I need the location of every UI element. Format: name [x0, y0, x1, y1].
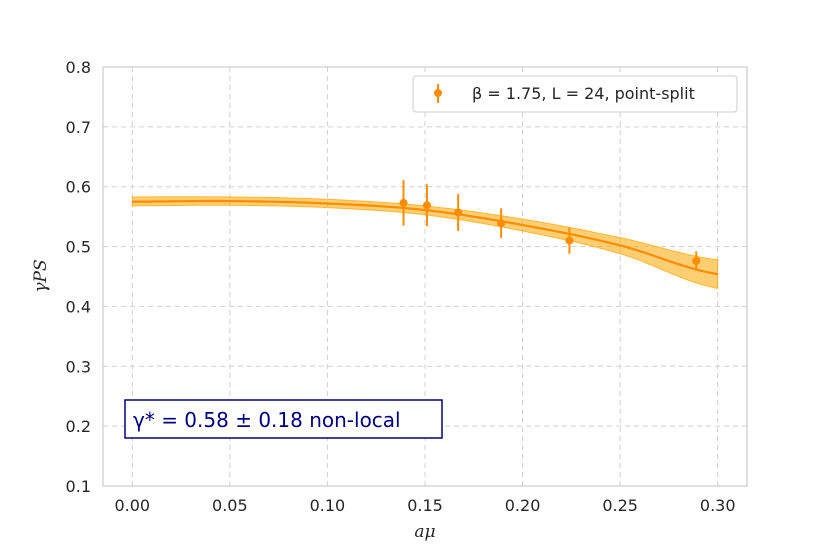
point-marker: [399, 198, 408, 207]
x-tick-label: 0.05: [212, 496, 248, 515]
y-tick-label: 0.8: [66, 58, 91, 77]
y-tick-label: 0.7: [66, 118, 91, 137]
point-marker: [422, 201, 431, 210]
annotation: γ* = 0.58 ± 0.18 non-local: [124, 399, 443, 439]
point-marker: [565, 236, 574, 245]
legend-entry: β = 1.75, L = 24, point-split: [472, 84, 695, 103]
fit-line: [132, 199, 718, 276]
x-tick-label: 0.30: [700, 496, 736, 515]
y-tick-label: 0.3: [66, 357, 91, 376]
fit-band: [131, 196, 719, 290]
x-tick-label: 0.20: [505, 496, 541, 515]
x-tick-label: 0.25: [602, 496, 638, 515]
data-point: [399, 180, 408, 226]
point-marker: [692, 256, 701, 265]
y-tick-label: 0.6: [66, 178, 91, 197]
data-points: [399, 180, 701, 271]
data-point: [454, 193, 463, 232]
data-point: [692, 251, 701, 271]
plot-frame: [102, 66, 748, 487]
annotation-box: [124, 399, 443, 439]
x-tick-label: 0.10: [310, 496, 346, 515]
data-point: [497, 208, 506, 239]
legend-marker: [434, 89, 442, 97]
point-marker: [454, 208, 463, 217]
legend-box: [412, 75, 738, 113]
data-point: [565, 227, 574, 254]
annotation-text: γ* = 0.58 ± 0.18 non-local: [133, 408, 401, 432]
y-ticks: 0.1 0.2 0.3 0.4 0.5 0.6 0.7 0.8: [66, 58, 91, 496]
y-tick-label: 0.5: [66, 238, 91, 257]
point-marker: [497, 219, 506, 228]
y-tick-label: 0.1: [66, 477, 91, 496]
x-tick-label: 0.00: [114, 496, 150, 515]
legend: β = 1.75, L = 24, point-split: [412, 75, 738, 113]
data-point: [422, 184, 431, 227]
y-tick-label: 0.2: [66, 417, 91, 436]
y-tick-label: 0.4: [66, 297, 91, 316]
x-axis-label: aμ: [414, 522, 435, 542]
x-ticks: 0.00 0.05 0.10 0.15 0.20 0.25 0.30: [114, 496, 735, 515]
y-axis-label: γPS: [31, 259, 51, 292]
x-tick-label: 0.15: [407, 496, 443, 515]
